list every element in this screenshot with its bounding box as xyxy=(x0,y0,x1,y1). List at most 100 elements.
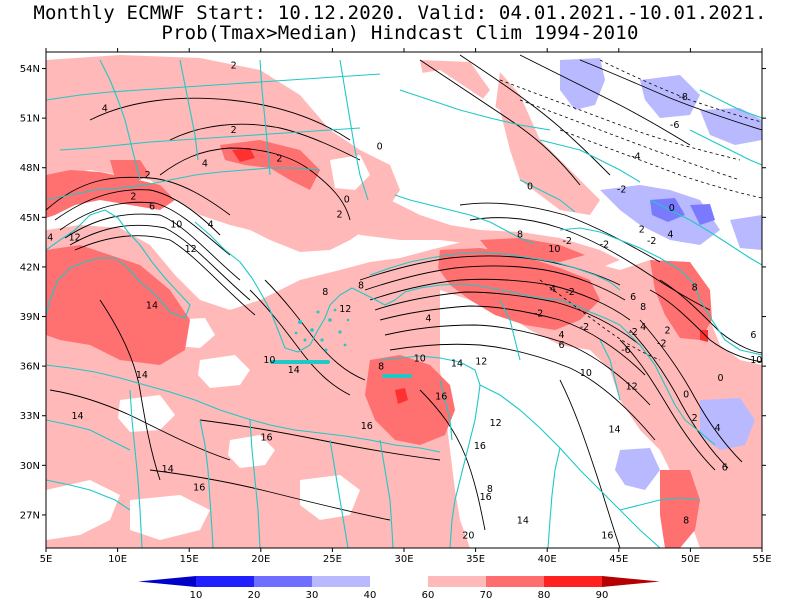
contour-label: 4 xyxy=(667,229,673,240)
longitude-axis: 5E 10E 15E 20E 25E 30E 35E 40E 45E 50E 55E xyxy=(40,48,772,565)
colorbar-label: 70 xyxy=(480,590,493,600)
contour-label: 6 xyxy=(722,462,728,473)
contour-label: 2 xyxy=(337,210,343,221)
title-line-2: Prob(Tmax>Median) Hindcast Clim 1994-201… xyxy=(161,22,639,44)
contour-label: 12 xyxy=(490,418,502,429)
contour-label: 8 xyxy=(640,302,646,313)
contour-label: 0 xyxy=(683,390,689,401)
contour-label: 16 xyxy=(193,482,205,493)
lat-tick-label: 27N xyxy=(20,510,40,521)
lon-tick-label: 50E xyxy=(681,554,700,565)
contour-label: 8 xyxy=(683,515,689,526)
colorbar-label: 30 xyxy=(306,590,319,600)
lat-tick-label: 36N xyxy=(20,362,40,373)
colorbar-swatch xyxy=(428,576,486,587)
contour-label: 2 xyxy=(639,224,645,235)
colorbar-label: 80 xyxy=(538,590,551,600)
contour-label: 6 xyxy=(750,330,756,341)
latitude-axis: 27N 30N 33N 36N 39N 42N 45N 48N 51N 54N xyxy=(20,64,766,521)
lon-tick-label: 55E xyxy=(752,554,771,565)
contour-label: 10 xyxy=(170,219,182,230)
contour-label: 6 xyxy=(630,292,636,303)
contour-label: 0 xyxy=(344,195,350,206)
contour-label: 10 xyxy=(263,355,275,366)
contour-label: 2 xyxy=(231,125,237,136)
contour-label: 2 xyxy=(130,191,136,202)
lon-tick-label: 5E xyxy=(40,554,53,565)
colorbar-arrow-high xyxy=(602,576,660,587)
lat-tick-label: 45N xyxy=(20,213,40,224)
lon-tick-label: 15E xyxy=(180,554,199,565)
probability-shading-20-40 xyxy=(560,58,762,490)
contour-label: 20 xyxy=(462,530,474,541)
contour-label: 10 xyxy=(750,355,762,366)
colorbar-label: 20 xyxy=(248,590,261,600)
colorbar-label: 10 xyxy=(190,590,203,600)
contour-label: 8 xyxy=(487,484,493,495)
contour-label: 12 xyxy=(339,304,351,315)
contour-label: -2 xyxy=(657,338,666,349)
probability-shading-40-60 xyxy=(46,55,762,548)
contour-label: -2 xyxy=(563,236,572,247)
contour-label: 12 xyxy=(475,357,487,368)
contour-label: -2 xyxy=(534,309,543,320)
contour-label: 2 xyxy=(231,61,237,72)
contour-label: 14 xyxy=(288,365,300,376)
contour-label: 12 xyxy=(69,233,81,244)
probability-shading-80-90 xyxy=(232,148,708,404)
contour-label: 6 xyxy=(558,340,564,351)
contour-label: 2 xyxy=(145,170,151,181)
lat-tick-label: 48N xyxy=(20,163,40,174)
contour-label: 14 xyxy=(517,515,529,526)
contour-label: 8 xyxy=(322,287,328,298)
colorbar-label: 90 xyxy=(596,590,609,600)
contour-label: 14 xyxy=(136,370,148,381)
contour-label: 4 xyxy=(550,284,556,295)
contour-label: -2 xyxy=(600,239,609,250)
lon-tick-label: 10E xyxy=(108,554,127,565)
contour-label: 4 xyxy=(715,423,721,434)
colorbar-swatch xyxy=(544,576,602,587)
contour-label: -2 xyxy=(580,322,589,333)
lon-tick-label: 45E xyxy=(609,554,628,565)
contour-label: 4 xyxy=(202,158,208,169)
contour-label: 12 xyxy=(626,381,638,392)
contour-label: 2 xyxy=(664,325,670,336)
contour-label: 4 xyxy=(47,233,53,244)
contour-label: 4 xyxy=(425,314,431,325)
colorbar-swatch xyxy=(254,576,312,587)
contour-label: -2 xyxy=(647,236,656,247)
contour-label: -4 xyxy=(631,152,640,163)
lat-tick-label: 42N xyxy=(20,262,40,273)
contour-label: 6 xyxy=(149,201,155,212)
contour-label: 2 xyxy=(276,153,282,164)
contour-label: 14 xyxy=(162,464,174,475)
colorbar: 10 20 30 40 60 70 80 90 xyxy=(138,576,660,600)
contour-label: -6 xyxy=(670,120,679,131)
colorbar-arrow-low xyxy=(138,576,196,587)
contour-label: 16 xyxy=(435,391,447,402)
colorbar-swatch xyxy=(196,576,254,587)
contour-label: 12 xyxy=(185,244,197,255)
lat-tick-label: 30N xyxy=(20,461,40,472)
contour-label: -2 xyxy=(628,327,637,338)
colorbar-label: 40 xyxy=(364,590,377,600)
lon-tick-label: 30E xyxy=(394,554,413,565)
lon-tick-label: 20E xyxy=(251,554,270,565)
temperature-contours xyxy=(46,54,762,548)
contour-label: 0 xyxy=(377,142,383,153)
contour-label: 8 xyxy=(378,362,384,373)
contour-label: 16 xyxy=(260,433,272,444)
contour-label: 8 xyxy=(358,281,364,292)
lat-tick-label: 54N xyxy=(20,64,40,75)
contour-label: 4 xyxy=(558,330,564,341)
contour-label: 10 xyxy=(580,368,592,379)
contour-label: 14 xyxy=(71,411,83,422)
contour-label: 14 xyxy=(451,358,463,369)
contour-label: 10 xyxy=(548,244,560,255)
aegean-islands xyxy=(270,308,412,378)
contour-label: -2 xyxy=(565,287,574,298)
contour-label: 14 xyxy=(146,300,158,311)
contour-label: 14 xyxy=(608,424,620,435)
